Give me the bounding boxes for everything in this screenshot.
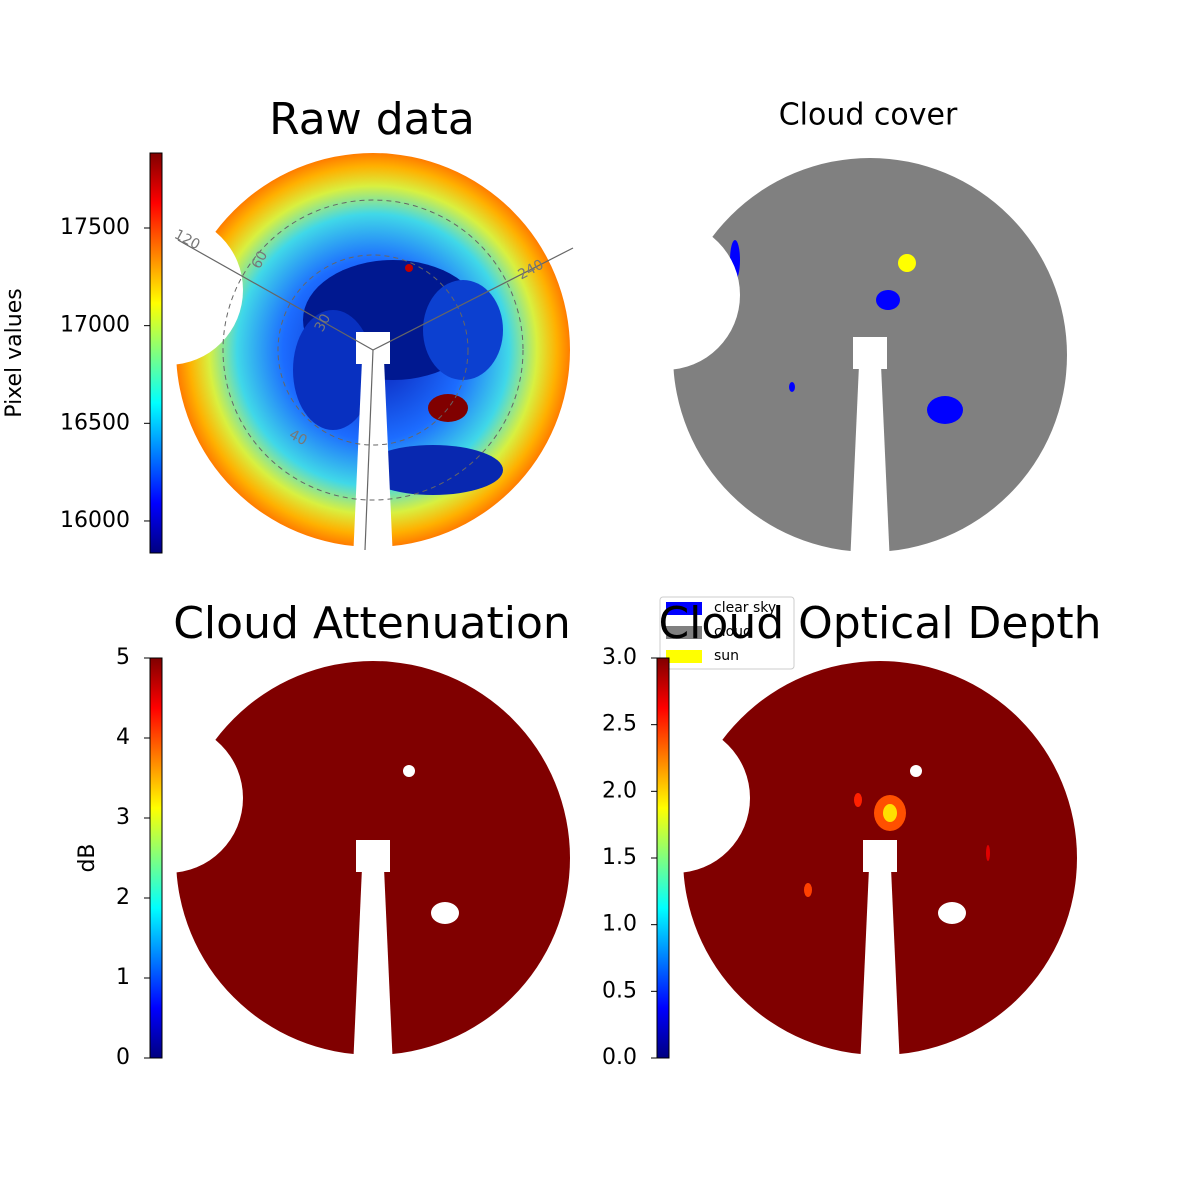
legend-swatch bbox=[666, 602, 702, 615]
panel-title: Cloud Optical Depth bbox=[658, 598, 1101, 649]
colorbar-tick-label: 2.5 bbox=[602, 712, 637, 737]
colorbar-tick-label: 5 bbox=[116, 645, 130, 670]
colorbar-tick-label: 4 bbox=[116, 725, 130, 750]
colorbar-tick-label: 17500 bbox=[60, 215, 130, 240]
colorbar-tick-label: 1.0 bbox=[602, 912, 637, 937]
polar-label: 30 bbox=[312, 311, 334, 334]
legend-swatch bbox=[666, 650, 702, 663]
legend-label: clear sky bbox=[714, 600, 776, 616]
polar-label: 120 bbox=[171, 227, 202, 254]
colorbar-tick-label: 0.0 bbox=[602, 1045, 637, 1070]
panel-title: Cloud Attenuation bbox=[173, 598, 571, 649]
cloud-cover-image bbox=[670, 155, 1070, 555]
colorbar bbox=[149, 152, 163, 554]
attenuation-image bbox=[173, 658, 573, 1058]
panel-title: Raw data bbox=[269, 94, 475, 145]
colorbar-tick-label: 17000 bbox=[60, 313, 130, 338]
polar-label: 40 bbox=[286, 427, 309, 449]
colorbar-tick-label: 2 bbox=[116, 885, 130, 910]
colorbar-tick-label: 1 bbox=[116, 965, 130, 990]
legend-swatch bbox=[666, 626, 702, 639]
colorbar bbox=[149, 657, 163, 1059]
legend-label: cloud bbox=[714, 624, 752, 640]
colorbar-tick-label: 2.0 bbox=[602, 778, 637, 803]
legend-label: sun bbox=[714, 648, 739, 664]
panel-title: Cloud cover bbox=[779, 98, 958, 133]
optical-depth-image bbox=[680, 658, 1080, 1058]
polar-label: 60 bbox=[249, 248, 271, 271]
colorbar-tick-label: 16500 bbox=[60, 410, 130, 435]
colorbar-tick-label: 3.0 bbox=[602, 645, 637, 670]
colorbar-tick-label: 0 bbox=[116, 1045, 130, 1070]
colorbar-tick-label: 1.5 bbox=[602, 845, 637, 870]
colorbar bbox=[656, 657, 670, 1059]
colorbar-tick-label: 0.5 bbox=[602, 978, 637, 1003]
colorbar-tick-label: 3 bbox=[116, 805, 130, 830]
colorbar-label: Pixel values bbox=[2, 288, 27, 417]
colorbar-label: dB bbox=[75, 843, 100, 872]
colorbar-tick-label: 16000 bbox=[60, 508, 130, 533]
